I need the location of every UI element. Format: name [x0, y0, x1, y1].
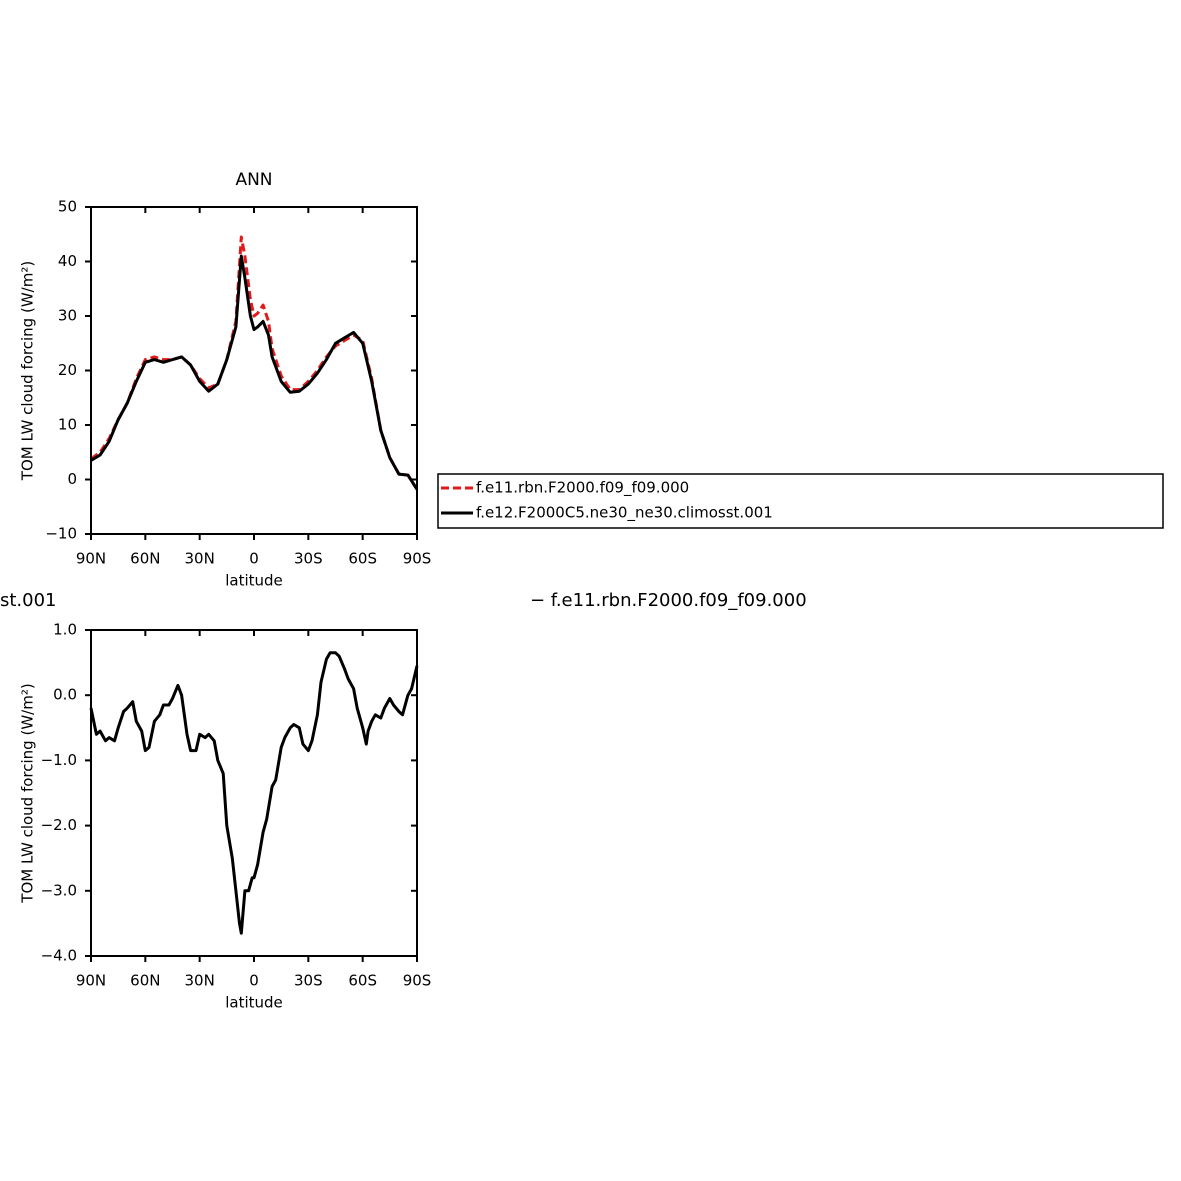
legend-label: f.e12.F2000C5.ne30_ne30.climosst.001	[476, 504, 773, 523]
plot-frame	[90, 629, 418, 957]
x-tick-label: 90S	[403, 972, 432, 990]
y-axis-label: TOM LW cloud forcing (W/m²)	[19, 261, 37, 481]
x-tick-label: 30S	[294, 972, 323, 990]
y-tick-label: 1.0	[53, 621, 77, 639]
y-tick-label: 40	[58, 252, 77, 270]
x-tick-label: 0	[249, 972, 259, 990]
y-tick-label: 50	[58, 198, 77, 216]
x-tick-label: 30N	[185, 550, 215, 568]
right-string: − f.e11.rbn.F2000.f09_f09.000	[530, 590, 807, 611]
y-tick-label: −3.0	[41, 881, 77, 899]
y-tick-label: 0	[67, 470, 77, 488]
y-tick-label: 20	[58, 361, 77, 379]
y-tick-label: 0.0	[53, 686, 77, 704]
x-tick-label: 0	[249, 550, 259, 568]
x-tick-label: 90S	[403, 550, 432, 568]
series-line	[89, 651, 419, 935]
x-tick-label: 60N	[130, 972, 160, 990]
y-tick-label: 30	[58, 307, 77, 325]
x-tick-label: 90N	[76, 972, 106, 990]
series-line	[90, 254, 419, 491]
x-tick-label: 60S	[348, 550, 377, 568]
legend-box	[437, 473, 1164, 529]
legend-label: f.e11.rbn.F2000.f09_f09.000	[476, 479, 689, 498]
y-tick-label: −4.0	[41, 947, 77, 965]
plot-frame	[90, 206, 418, 535]
x-tick-label: 30N	[185, 972, 215, 990]
chart-title: ANN	[235, 170, 272, 190]
y-tick-label: 10	[58, 416, 77, 434]
left-string: st.001	[0, 590, 57, 611]
y-axis-label: TOM LW cloud forcing (W/m²)	[19, 683, 37, 903]
x-axis-label: latitude	[225, 572, 283, 590]
x-axis-label: latitude	[225, 994, 283, 1012]
y-tick-label: −1.0	[41, 751, 77, 769]
y-tick-label: −2.0	[41, 816, 77, 834]
y-tick-label: −10	[45, 525, 77, 543]
x-tick-label: 90N	[76, 550, 106, 568]
x-tick-label: 60N	[130, 550, 160, 568]
x-tick-label: 60S	[348, 972, 377, 990]
x-tick-label: 30S	[294, 550, 323, 568]
